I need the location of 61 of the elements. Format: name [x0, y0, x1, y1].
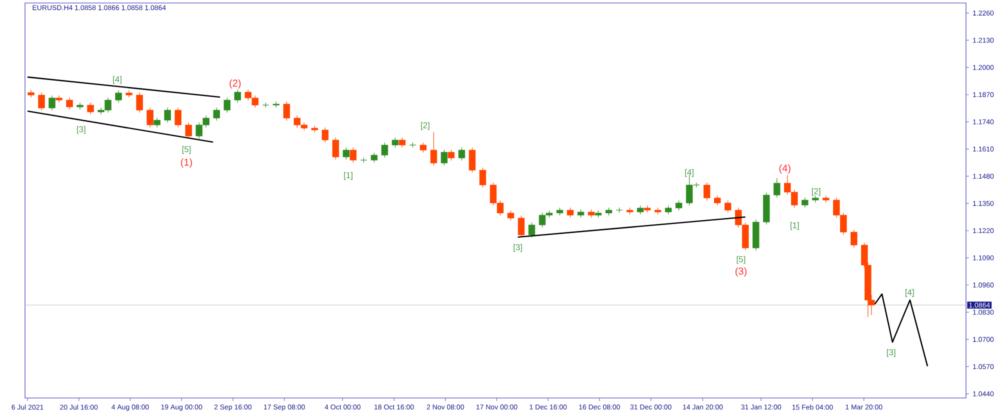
- annotation: [4]: [685, 169, 694, 177]
- candlestick: [518, 215, 525, 238]
- annotation: [3]: [514, 244, 522, 252]
- candlestick: [528, 222, 536, 238]
- annotation: (4): [779, 164, 790, 174]
- candlestick: [224, 97, 230, 113]
- candlestick: [48, 95, 56, 111]
- candlestick: [850, 229, 858, 248]
- candlestick: [76, 102, 84, 110]
- annotation: (2): [230, 79, 241, 89]
- candlestick: [392, 137, 399, 148]
- candlestick: [448, 149, 455, 161]
- annotation: [5]: [736, 256, 746, 264]
- candlestick: [440, 149, 448, 166]
- candlestick: [704, 182, 710, 201]
- candlestick: [66, 97, 73, 110]
- candlestick: [675, 200, 682, 211]
- annotation: [2]: [812, 188, 820, 196]
- candlestick: [146, 107, 154, 128]
- candlestick: [430, 132, 438, 166]
- candlestick: [342, 147, 350, 160]
- candlestick: [174, 107, 182, 128]
- candlestick: [332, 137, 340, 160]
- candlestick: [398, 137, 406, 148]
- annotation: [2]: [421, 122, 430, 130]
- annotation: (1): [181, 158, 192, 168]
- candlestick: [468, 147, 476, 173]
- annotation: [1]: [790, 222, 799, 230]
- candlestick: [164, 107, 171, 123]
- candlestick: [420, 142, 427, 153]
- candlestick: [38, 92, 45, 111]
- candlestick: [566, 207, 574, 218]
- annotation: [1]: [344, 172, 352, 180]
- candlestick: [507, 210, 514, 221]
- candlestick: [350, 147, 357, 163]
- candlestick: [126, 90, 132, 98]
- annotation: [4]: [906, 289, 914, 297]
- annotation: [3]: [886, 349, 896, 357]
- candlestick: [370, 152, 378, 163]
- candlestick: [714, 195, 721, 206]
- candlestick: [479, 167, 486, 188]
- candlestick: [774, 178, 780, 198]
- candlestick: [822, 195, 830, 203]
- candlestick: [458, 147, 466, 161]
- candlestick: [283, 101, 290, 121]
- candlestick: [234, 89, 241, 103]
- candlestick: [213, 107, 220, 121]
- candlestick: [87, 102, 94, 115]
- candlestick: [724, 200, 732, 213]
- candlestick: [185, 122, 192, 139]
- annotation: (3): [736, 267, 746, 277]
- candlestick: [136, 92, 143, 113]
- candlestick: [115, 90, 122, 103]
- candlestick: [56, 95, 62, 103]
- candlestick: [154, 117, 160, 128]
- candlestick: [322, 127, 329, 143]
- annotation: [3]: [77, 126, 86, 134]
- annotation: [4]: [113, 76, 122, 84]
- annotation: [5]: [182, 146, 191, 154]
- candlestick: [381, 142, 388, 158]
- candlestick: [802, 197, 808, 208]
